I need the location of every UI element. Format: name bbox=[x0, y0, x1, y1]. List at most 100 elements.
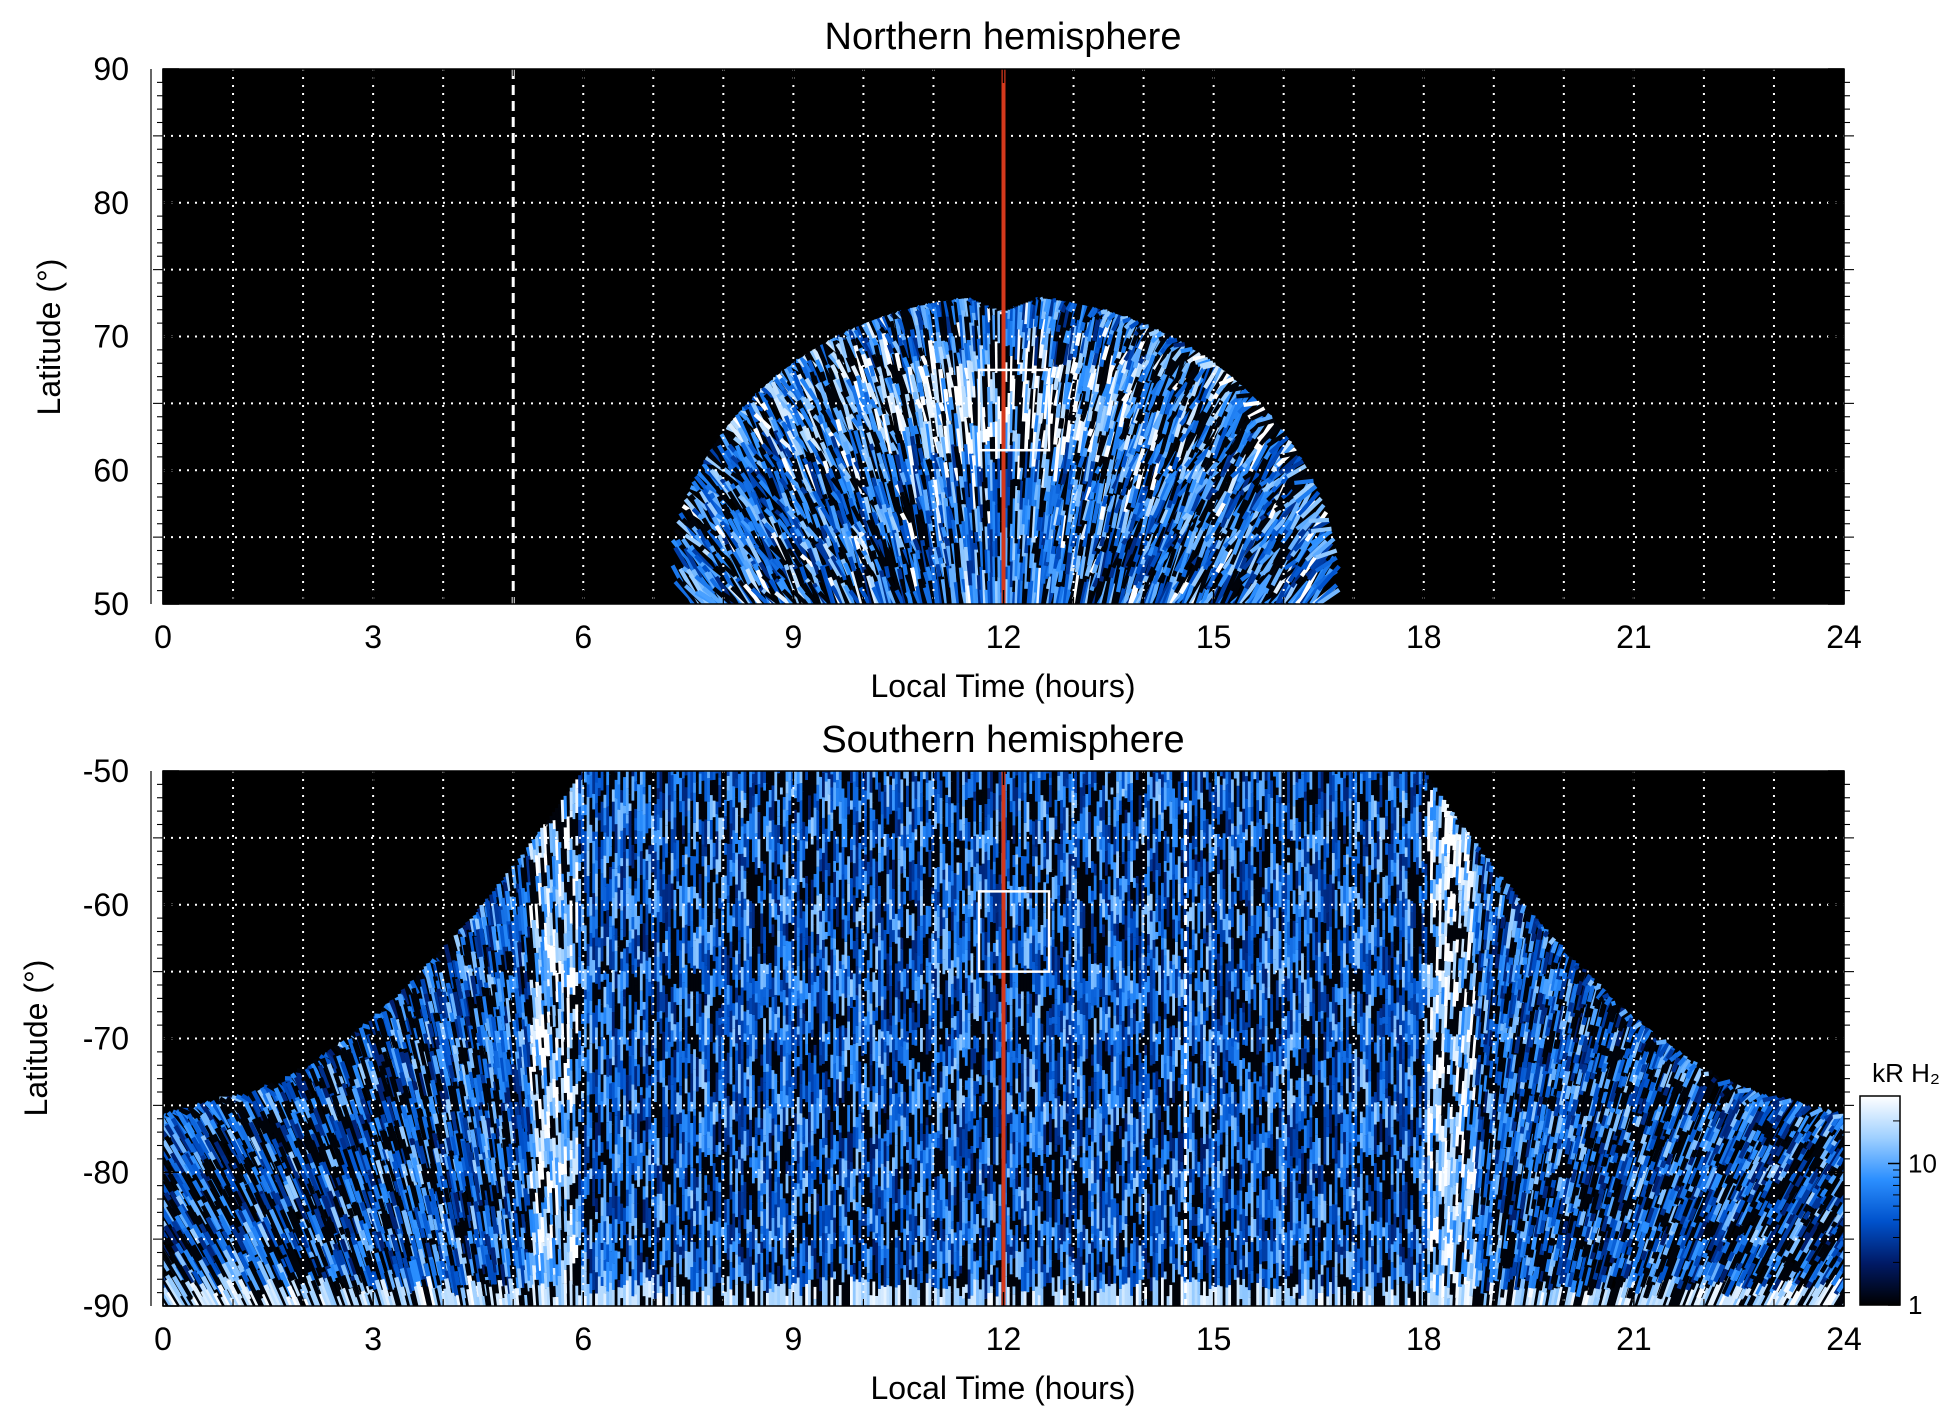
north-heat-stroke bbox=[1304, 539, 1328, 562]
south-heat-stroke bbox=[245, 1267, 261, 1292]
north-heat-stroke bbox=[938, 576, 947, 604]
north-y-tick-label: 70 bbox=[93, 319, 129, 355]
north-heat-stroke bbox=[989, 490, 995, 530]
north-heat-stroke bbox=[1074, 417, 1084, 441]
north-heat-stroke bbox=[1058, 309, 1066, 326]
north-heat-stroke bbox=[1308, 517, 1330, 523]
north-heat-stroke bbox=[1128, 452, 1141, 469]
north-heat-stroke bbox=[1079, 578, 1090, 604]
north-heat-stroke bbox=[1316, 564, 1341, 592]
north-heat-stroke bbox=[1125, 403, 1138, 420]
north-x-tick-label: 24 bbox=[1826, 619, 1862, 655]
north-heat-stroke bbox=[951, 374, 959, 388]
south-heat-stroke bbox=[177, 1204, 196, 1232]
north-heat-stroke bbox=[902, 461, 913, 486]
south-heat-stroke bbox=[520, 1287, 527, 1306]
south-heat-stroke bbox=[507, 1211, 513, 1219]
north-heat-stroke bbox=[1062, 404, 1072, 437]
north-heat-stroke bbox=[832, 406, 848, 434]
north-heat-stroke bbox=[1019, 304, 1025, 313]
south-heat-stroke bbox=[201, 1275, 221, 1306]
south-heat-stroke bbox=[213, 1292, 224, 1306]
north-heat-stroke bbox=[987, 386, 993, 427]
north-heat-stroke bbox=[1261, 489, 1282, 512]
north-heat-stroke bbox=[1089, 389, 1100, 409]
south-heat-stroke bbox=[180, 1294, 191, 1306]
north-heat-stroke bbox=[958, 363, 966, 389]
north-heat-stroke bbox=[1019, 580, 1025, 604]
north-heat-stroke bbox=[868, 320, 881, 341]
north-heat-stroke bbox=[963, 396, 971, 418]
south-heat-stroke bbox=[165, 1278, 185, 1306]
north-heat-stroke bbox=[940, 340, 949, 360]
north-heat-stroke bbox=[702, 586, 724, 604]
south-heat-stroke bbox=[534, 1127, 541, 1158]
north-heat-stroke bbox=[1026, 301, 1033, 329]
north-y-tick-label: 90 bbox=[93, 51, 129, 87]
south-heat-stroke bbox=[512, 1279, 519, 1289]
north-heat-stroke bbox=[832, 447, 848, 470]
north-heat-stroke bbox=[1067, 302, 1076, 313]
north-heat-stroke bbox=[953, 581, 961, 604]
north-heat-stroke bbox=[989, 545, 995, 573]
north-heat-stroke bbox=[1050, 484, 1059, 507]
north-heat-stroke bbox=[768, 477, 787, 518]
north-heat-stroke bbox=[1043, 298, 1051, 313]
south-heat-stroke bbox=[250, 1226, 269, 1258]
north-heat-stroke bbox=[1205, 367, 1223, 400]
north-heat-stroke bbox=[989, 572, 995, 604]
south-heat-stroke bbox=[182, 1264, 196, 1284]
north-heat-stroke bbox=[1297, 490, 1321, 517]
north-heat-stroke bbox=[1239, 578, 1259, 604]
north-heat-stroke bbox=[1024, 552, 1030, 589]
north-heat-stroke bbox=[1183, 448, 1200, 468]
north-heat-stroke bbox=[899, 393, 910, 416]
north-heat-stroke bbox=[1055, 364, 1064, 379]
south-heat-stroke bbox=[492, 1272, 499, 1285]
north-heat-stroke bbox=[1041, 380, 1048, 414]
north-heat-stroke bbox=[768, 544, 787, 562]
south-heat-stroke bbox=[242, 1172, 252, 1185]
north-heat-stroke bbox=[1009, 432, 1015, 446]
north-heat-stroke bbox=[974, 588, 981, 604]
north-heat-stroke bbox=[974, 486, 981, 509]
south-heat-stroke bbox=[261, 1220, 278, 1248]
north-heat-stroke bbox=[1014, 461, 1020, 487]
north-heat-stroke bbox=[1033, 412, 1041, 433]
north-heat-stroke bbox=[1009, 536, 1015, 562]
south-heat-stroke bbox=[202, 1189, 221, 1219]
south-heat-stroke bbox=[205, 1288, 219, 1306]
north-heat-stroke bbox=[971, 385, 978, 398]
north-heat-stroke bbox=[1123, 359, 1136, 394]
south-heat-stroke bbox=[262, 1216, 280, 1248]
north-heat-stroke bbox=[1251, 437, 1272, 471]
south-title: Southern hemisphere bbox=[821, 719, 1184, 761]
south-heat-stroke bbox=[272, 1277, 289, 1306]
north-heat-stroke bbox=[720, 591, 741, 604]
north-heat-stroke bbox=[1261, 546, 1282, 576]
north-heat-stroke bbox=[958, 592, 966, 604]
north-heat-stroke bbox=[878, 338, 891, 377]
south-heat-stroke bbox=[261, 1167, 278, 1195]
north-heat-stroke bbox=[776, 536, 794, 571]
north-heat-stroke bbox=[873, 580, 886, 604]
north-heat-stroke bbox=[1266, 444, 1287, 470]
north-heat-stroke bbox=[984, 349, 990, 365]
north-heat-stroke bbox=[786, 547, 804, 571]
north-heat-stroke bbox=[1255, 415, 1273, 424]
south-heat-stroke bbox=[167, 1278, 188, 1306]
south-heat-stroke bbox=[532, 895, 538, 905]
south-heat-stroke bbox=[170, 1151, 188, 1177]
north-heat-stroke bbox=[958, 314, 966, 349]
south-heat-stroke bbox=[525, 1151, 533, 1175]
north-heat-stroke bbox=[1058, 381, 1066, 405]
north-heat-stroke bbox=[861, 410, 874, 431]
north-heat-stroke bbox=[1043, 332, 1051, 351]
south-heat-stroke bbox=[241, 1267, 250, 1277]
north-heat-stroke bbox=[1072, 439, 1082, 463]
north-heat-stroke bbox=[1142, 412, 1156, 440]
south-heat-stroke bbox=[171, 1262, 185, 1281]
north-heat-stroke bbox=[1031, 506, 1038, 543]
north-heat-stroke bbox=[1009, 320, 1015, 357]
north-heat-stroke bbox=[1099, 430, 1110, 452]
